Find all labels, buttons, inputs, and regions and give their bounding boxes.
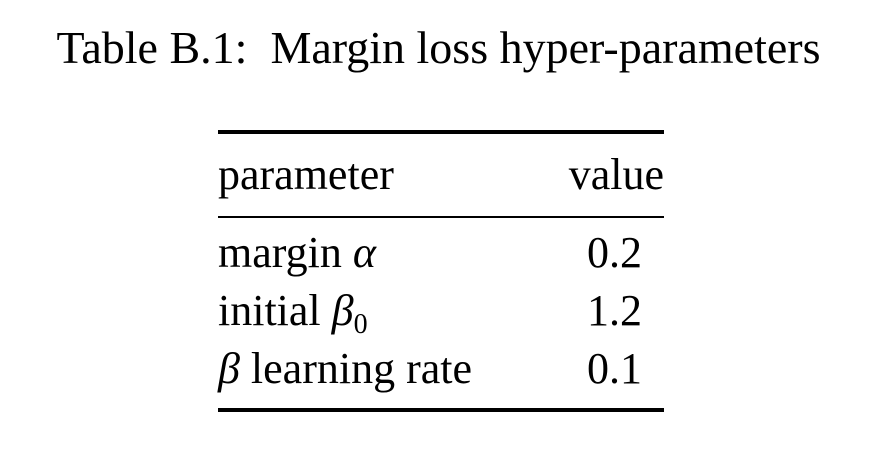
param-name-text: margin (218, 228, 353, 277)
param-name: initial β0 (218, 282, 368, 354)
param-name: β learning rate (218, 340, 472, 398)
header-rule (218, 216, 664, 218)
top-rule (218, 130, 664, 134)
param-value: 1.2 (587, 286, 642, 335)
header-parameter: parameter (218, 150, 394, 199)
param-name-text: initial (218, 286, 332, 335)
caption-label: Table B.1: (56, 22, 248, 73)
param-value: 0.2 (587, 228, 642, 277)
table-row: β learning rate 0.1 (218, 340, 664, 398)
beta-subscript: 0 (353, 309, 368, 340)
caption-title: Margin loss hyper-parameters (270, 22, 821, 73)
table-header-row: parameter value (218, 134, 664, 216)
beta-symbol: β (331, 286, 354, 335)
bottom-rule (218, 408, 664, 412)
table-row: initial β0 1.2 (218, 282, 664, 340)
beta-symbol: β (218, 344, 240, 393)
param-name: margin α (218, 224, 376, 282)
hyperparameter-table: parameter value margin α 0.2 initial β0 … (218, 130, 664, 412)
alpha-symbol: α (352, 228, 376, 277)
param-name-text: learning rate (239, 344, 473, 393)
header-value: value (568, 150, 664, 199)
table-caption: Table B.1: Margin loss hyper-parameters (0, 20, 877, 76)
table-row: margin α 0.2 (218, 224, 664, 282)
param-value: 0.1 (587, 344, 642, 393)
